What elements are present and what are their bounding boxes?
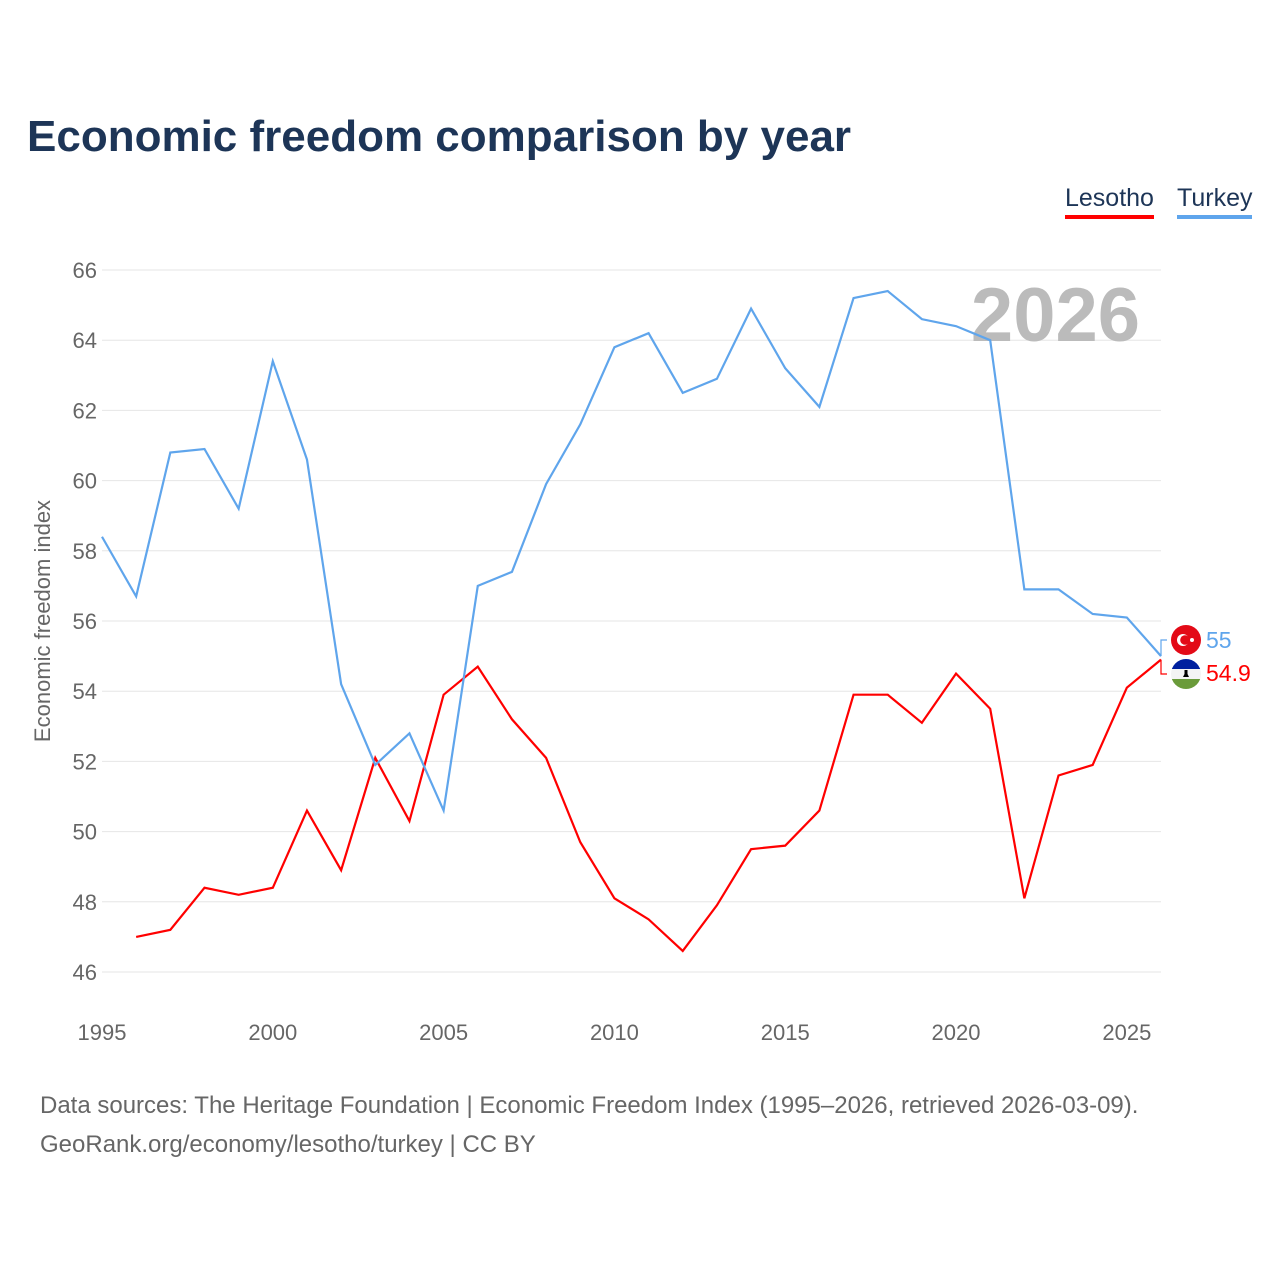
y-tick-label: 64: [73, 328, 97, 353]
y-tick-label: 60: [73, 469, 97, 494]
legend-lesotho[interactable]: Lesotho: [1065, 184, 1154, 219]
x-tick-label: 2015: [761, 1020, 810, 1045]
x-tick-label: 2020: [932, 1020, 981, 1045]
attribution-link[interactable]: GeoRank.org/economy/lesotho/turkey | CC …: [40, 1131, 536, 1158]
series-line-lesotho: [135, 658, 1162, 953]
x-tick-label: 2010: [590, 1020, 639, 1045]
y-tick-label: 52: [73, 749, 97, 774]
turkey-flag-crescent-inner: [1180, 635, 1190, 645]
turkey-flag-star: [1190, 638, 1194, 642]
footer: Data sources: The Heritage Foundation | …: [40, 1086, 1138, 1164]
lesotho-flag-blue: [1171, 659, 1201, 669]
y-tick-label: 54: [73, 679, 97, 704]
year-watermark: 2026: [971, 273, 1140, 358]
chart-title: Economic freedom comparison by year: [27, 112, 852, 161]
x-tick-label: 2025: [1102, 1020, 1151, 1045]
x-tick-label: 2000: [248, 1020, 297, 1045]
connector-turkey: [1160, 639, 1167, 657]
y-tick-label: 58: [73, 539, 97, 564]
end-label-turkey: 55: [1206, 627, 1232, 653]
y-tick-label: 66: [73, 258, 97, 283]
y-tick-label: 62: [73, 398, 97, 423]
y-tick-label: 46: [73, 960, 97, 985]
y-tick-label: 50: [73, 820, 97, 845]
data-source-text: Data sources: The Heritage Foundation | …: [40, 1092, 1139, 1119]
legend-turkey[interactable]: Turkey: [1177, 184, 1253, 219]
y-tick-label: 48: [73, 890, 97, 915]
x-tick-label: 2005: [419, 1020, 468, 1045]
x-tick-label: 1995: [78, 1020, 127, 1045]
series-line-turkey: [101, 289, 1162, 815]
y-tick-label: 56: [73, 609, 97, 634]
lesotho-flag-green: [1171, 679, 1201, 689]
lesotho-flag-hat: [1183, 670, 1189, 677]
end-label-lesotho: 54.9: [1206, 660, 1251, 686]
connector-lesotho: [1160, 659, 1167, 675]
y-axis-label: Economic freedom index: [30, 500, 55, 742]
